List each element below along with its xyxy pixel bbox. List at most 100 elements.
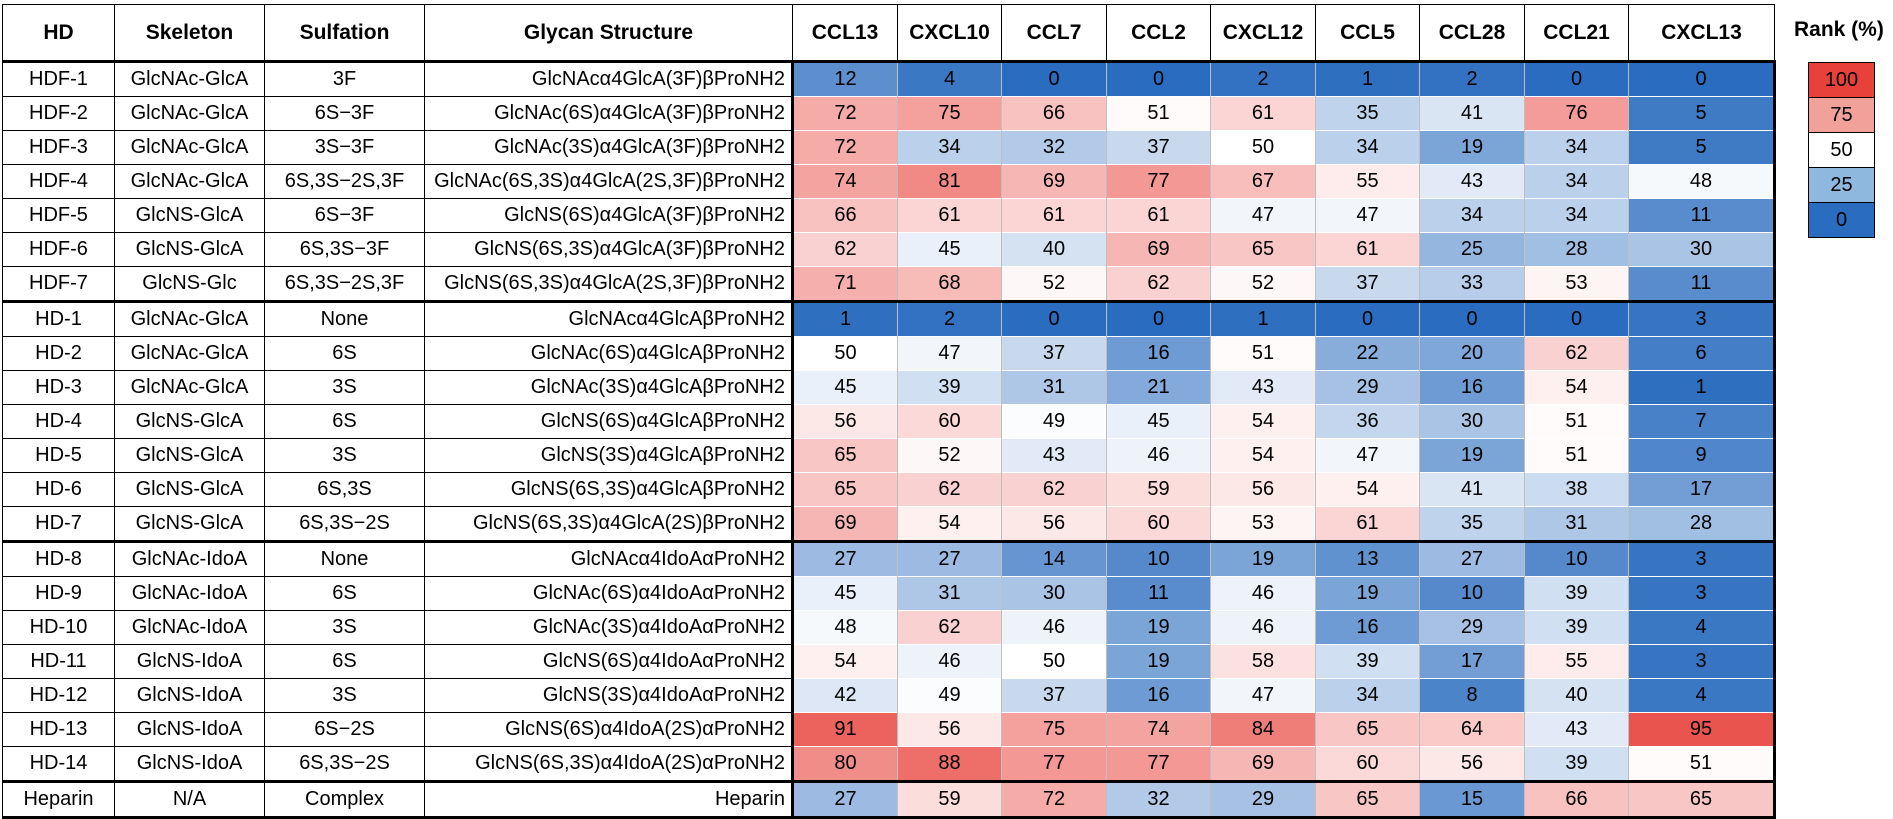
heatmap-cell: 54 [1210,404,1316,439]
heatmap-cell: 51 [1524,404,1629,439]
skeleton-cell: GlcNS-IdoA [114,746,265,783]
table-row: HD-11 GlcNS-IdoA 6S GlcNS(6S)α4IdoAαProNH2 5… [2,644,1776,679]
skeleton-cell: GlcNAc-GlcA [114,164,265,199]
heatmap-cell: 11 [1628,198,1776,233]
heatmap-cell: 45 [1106,404,1211,439]
heatmap-cell: 65 [1210,232,1316,267]
heatmap-cell: 10 [1524,540,1629,577]
heatmap-cell: 39 [1315,644,1420,679]
sulfation-cell: 3S [264,678,425,713]
heatmap-cell: 68 [897,266,1002,303]
heatmap-cell: 74 [791,164,898,199]
row-id: HDF-2 [2,96,115,131]
glycan-structure-cell: GlcNAc(3S)α4GlcAβProNH2 [424,370,793,405]
glycan-structure-cell: GlcNS(6S)α4IdoA(2S)αProNH2 [424,712,793,747]
heatmap-cell: 39 [897,370,1002,405]
heatmap-cell: 61 [1315,232,1420,267]
glycan-structure-cell: GlcNAcα4GlcAβProNH2 [424,300,793,337]
table-row: HD-3 GlcNAc-GlcA 3S GlcNAc(3S)α4GlcAβProNH2… [2,370,1776,405]
heatmap-cell: 62 [897,472,1002,507]
table-row: HDF-6 GlcNS-GlcA 6S,3S−3F GlcNS(6S,3S)α4Glc… [2,232,1776,267]
heatmap-cell: 66 [1001,96,1107,131]
skeleton-cell: GlcNAc-GlcA [114,300,265,337]
heatmap-cell: 19 [1210,540,1316,577]
sulfation-cell: 6S,3S [264,472,425,507]
sulfation-cell: 3S−3F [264,130,425,165]
sulfation-cell: 6S [264,404,425,439]
row-id: HDF-5 [2,198,115,233]
heatmap-cell: 61 [897,198,1002,233]
table-row: HDF-5 GlcNS-GlcA 6S−3F GlcNS(6S)α4GlcA(3F)β… [2,198,1776,233]
row-id: HD-1 [2,300,115,337]
heatmap-cell: 29 [1315,370,1420,405]
skeleton-cell: GlcNS-GlcA [114,404,265,439]
sulfation-cell: 6S,3S−2S,3F [264,266,425,303]
column-header: CCL7 [1001,4,1107,62]
heatmap-cell: 91 [791,712,898,747]
row-id: HD-12 [2,678,115,713]
heatmap-cell: 28 [1524,232,1629,267]
heatmap-cell: 49 [1001,404,1107,439]
heatmap-cell: 27 [791,780,898,819]
heatmap-cell: 45 [791,576,898,611]
table-row: HD-13 GlcNS-IdoA 6S−2S GlcNS(6S)α4IdoA(2S)α… [2,712,1776,747]
heatmap-cell: 19 [1106,610,1211,645]
heatmap-cell: 34 [1524,198,1629,233]
heatmap-cell: 6 [1628,336,1776,371]
heatmap-cell: 54 [897,506,1002,543]
heatmap-cell: 1 [1315,60,1420,97]
heatmap-table: HD Skeleton Sulfation Glycan Structure CCL13… [2,4,1776,819]
heatmap-cell: 74 [1106,712,1211,747]
heatmap-cell: 43 [1524,712,1629,747]
heatmap-cell: 56 [1419,746,1525,783]
table-row: HDF-2 GlcNAc-GlcA 6S−3F GlcNAc(6S)α4GlcA(3F… [2,96,1776,131]
row-id: HD-11 [2,644,115,679]
row-id: HD-9 [2,576,115,611]
heatmap-cell: 75 [897,96,1002,131]
heatmap-cell: 39 [1524,576,1629,611]
heatmap-cell: 27 [897,540,1002,577]
heatmap-cell: 20 [1419,336,1525,371]
sulfation-cell: 6S−3F [264,198,425,233]
column-header: CCL28 [1419,4,1525,62]
heatmap-cell: 4 [897,60,1002,97]
table-row: HD-14 GlcNS-IdoA 6S,3S−2S GlcNS(6S,3S)α4Ido… [2,746,1776,783]
heatmap-cell: 72 [791,130,898,165]
skeleton-cell: GlcNS-GlcA [114,232,265,267]
heatmap-cell: 77 [1106,746,1211,783]
heatmap-cell: 54 [1210,438,1316,473]
heatmap-cell: 21 [1106,370,1211,405]
heatmap-cell: 3 [1628,300,1776,337]
heatmap-cell: 47 [1210,678,1316,713]
heatmap-cell: 28 [1628,506,1776,543]
heatmap-cell: 11 [1628,266,1776,303]
heatmap-cell: 0 [1419,300,1525,337]
heatmap-cell: 77 [1001,746,1107,783]
heatmap-cell: 50 [1210,130,1316,165]
sulfation-cell: 3F [264,60,425,97]
heatmap-cell: 47 [1315,198,1420,233]
sulfation-cell: 3S [264,438,425,473]
column-header: CXCL10 [897,4,1002,62]
heatmap-cell: 54 [1524,370,1629,405]
sulfation-cell: 3S [264,610,425,645]
skeleton-cell: GlcNS-GlcA [114,198,265,233]
row-id: HD-8 [2,540,115,577]
heatmap-cell: 16 [1419,370,1525,405]
heatmap-cell: 76 [1524,96,1629,131]
heatmap-cell: 7 [1628,404,1776,439]
table-row: HD-2 GlcNAc-GlcA 6S GlcNAc(6S)α4GlcAβProNH2… [2,336,1776,371]
heatmap-cell: 56 [1001,506,1107,543]
column-header: CXCL13 [1628,4,1775,62]
row-id: HD-10 [2,610,115,645]
skeleton-cell: GlcNS-Glc [114,266,265,303]
heatmap-cell: 71 [791,266,898,303]
skeleton-cell: GlcNAc-IdoA [114,540,265,577]
skeleton-cell: GlcNS-IdoA [114,678,265,713]
glycan-structure-cell: GlcNS(6S,3S)α4GlcAβProNH2 [424,472,793,507]
glycan-structure-cell: GlcNAc(6S)α4GlcAβProNH2 [424,336,793,371]
heatmap-cell: 19 [1419,438,1525,473]
heatmap-cell: 16 [1315,610,1420,645]
heatmap-cell: 46 [1210,576,1316,611]
heatmap-cell: 88 [897,746,1002,783]
